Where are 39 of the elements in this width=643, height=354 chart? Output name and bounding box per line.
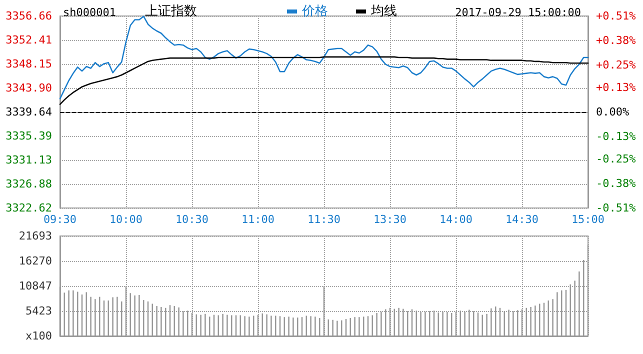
y3-tick-label: 21693 bbox=[18, 230, 52, 242]
y-tick-label: 3348.15 bbox=[6, 58, 52, 70]
x-tick-label: 14:00 bbox=[439, 213, 473, 226]
y2-tick-label: +0.25% bbox=[596, 58, 636, 72]
legend-label: 均线 bbox=[370, 4, 397, 19]
y2-tick-label: -0.13% bbox=[596, 130, 636, 143]
y-tick-label: 3343.90 bbox=[6, 81, 52, 94]
y-tick-label: 3326.88 bbox=[6, 177, 52, 190]
x-tick-label: 11:30 bbox=[307, 213, 341, 226]
x-tick-label: 15:00 bbox=[571, 213, 605, 226]
y-tick-label: 3352.41 bbox=[6, 33, 52, 46]
y2-tick-label: -0.25% bbox=[596, 152, 636, 166]
y2-tick-label: -0.51% bbox=[596, 202, 636, 214]
line-series bbox=[59, 56, 589, 105]
y2-tick-label: +0.13% bbox=[596, 81, 636, 94]
x-tick-label: 13:30 bbox=[373, 213, 407, 226]
y-tick-label: 3339.64 bbox=[6, 106, 52, 118]
x-tick-label: 10:30 bbox=[175, 213, 209, 226]
x-tick-label: 09:30 bbox=[43, 213, 77, 226]
x-tick-label: 10:00 bbox=[109, 213, 143, 226]
x-tick-label: 14:30 bbox=[505, 213, 539, 226]
annotation: 2017-09-29 15:00:00 bbox=[455, 6, 582, 19]
y-tick-label: 3331.13 bbox=[6, 154, 52, 166]
y3-tick-label: 10847 bbox=[18, 280, 52, 292]
x-tick-label: 11:00 bbox=[241, 213, 275, 226]
y3-tick-label: 5423 bbox=[26, 304, 52, 318]
chart-title: 上证指数 bbox=[145, 4, 197, 19]
y-tick-label: 3322.62 bbox=[6, 202, 52, 214]
y-tick-label: 3335.39 bbox=[6, 129, 52, 142]
y2-tick-label: 0.00% bbox=[596, 106, 630, 118]
y3-tick-label: 16270 bbox=[18, 254, 52, 268]
y2-tick-label: -0.38% bbox=[596, 177, 636, 190]
y2-tick-label: +0.51% bbox=[596, 10, 636, 22]
y2-tick-label: +0.38% bbox=[596, 34, 636, 47]
y-tick-label: 3356.66 bbox=[6, 10, 52, 22]
line-series bbox=[59, 16, 589, 100]
y3-tick-label: x100 bbox=[26, 330, 52, 342]
legend-label: 价格 bbox=[301, 4, 328, 19]
chart-subtitle: sh000001 bbox=[63, 6, 116, 19]
